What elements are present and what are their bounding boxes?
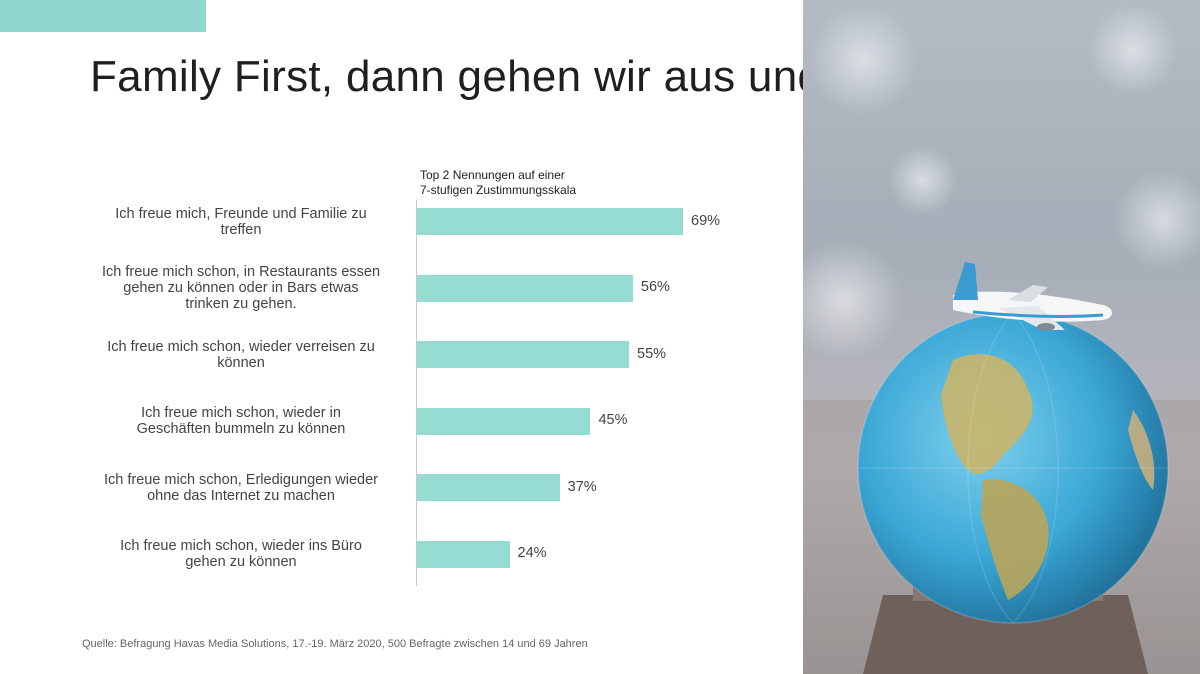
category-label-line: Ich freue mich schon, wieder in [141,405,341,421]
category-label: Ich freue mich schon, in Restaurants ess… [76,264,406,312]
bar [417,341,630,368]
category-label-line: können [217,354,265,371]
category-label: Ich freue mich, Freunde und Familie zu tr… [76,206,406,238]
bar [417,208,683,235]
globe-illustration [803,0,1200,674]
chart-note: Top 2 Nennungen auf einer 7-stufigen Zus… [420,168,576,198]
chart-axis-line [416,200,417,586]
category-label: Ich freue mich schon, Erledigungen wiede… [76,472,406,504]
category-label-line: ohne das Internet zu machen [147,487,335,504]
airplane-icon [953,262,1112,331]
value-label: 24% [517,545,547,561]
category-label-line: gehen zu können oder in Bars etwas [123,280,359,296]
category-label: Ich freue mich schon, wieder verreisen z… [76,339,406,371]
globe-icon [857,312,1169,624]
value-label: 45% [598,412,628,428]
bar [417,540,510,568]
source-note: Quelle: Befragung Havas Media Solutions,… [82,638,588,650]
bar [417,407,591,435]
value-label: 55% [637,345,667,362]
category-label-line: Ich freue mich schon, wieder ins Büro [120,538,362,554]
category-label-line: Ich freue mich schon, wieder verreisen z… [107,338,375,355]
category-label-line: treffen [220,221,262,238]
chart-note-line: Top 2 Nennungen auf einer [420,168,565,182]
category-label-line: Ich freue mich schon, in Restaurants ess… [101,264,381,280]
accent-bar [0,0,206,32]
category-label-line: Geschäften bummeln zu können [136,421,346,437]
value-label: 37% [567,478,597,495]
category-label: Ich freue mich schon, wieder ins Büro geh… [76,538,406,570]
travel-photo [803,0,1200,674]
value-label: 69% [691,212,721,229]
category-label: Ich freue mich schon, wieder in Geschäfte… [76,405,406,437]
bar [417,474,560,501]
chart-note-line: 7-stufigen Zustimmungsskala [420,183,577,197]
category-label-line: gehen zu können [185,554,297,570]
category-label-line: Ich freue mich, Freunde und Familie zu [115,205,367,222]
category-label-line: trinken zu gehen. [185,296,297,312]
bar [417,274,633,302]
value-label: 56% [640,279,670,295]
category-label-line: Ich freue mich schon, Erledigungen wiede… [103,471,379,488]
